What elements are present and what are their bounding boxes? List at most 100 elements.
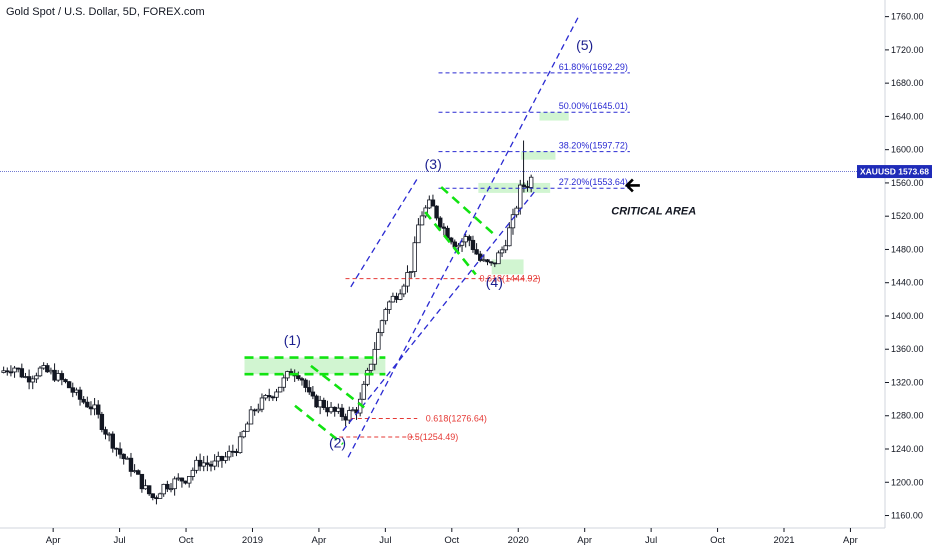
time-tick-label: 2021 [773, 535, 794, 546]
candle-body [85, 401, 90, 408]
candle-body [270, 396, 276, 399]
candle-body [172, 478, 177, 490]
candle-body [168, 488, 174, 491]
candle-body [474, 249, 479, 255]
fib-level-label: 0.5(1254.49) [407, 432, 458, 442]
candle-body [45, 365, 50, 373]
time-axis[interactable]: Apr Jul Oct 2019 Apr Jul Oct 2020 Apr Jul Oct 2021 A… [0, 527, 885, 546]
current-price-symbol: XAUUSD [860, 167, 896, 177]
green-dashed-line [440, 186, 498, 238]
candle-body [317, 399, 323, 408]
candle-body [248, 409, 254, 425]
candle-body [110, 433, 115, 449]
candle-body [263, 395, 268, 399]
time-tick-label: Oct [179, 535, 194, 546]
fib-level-label: 0.618(1276.64) [426, 414, 487, 424]
candle-body [66, 381, 72, 389]
fib-level-label: 38.20%(1597.72) [559, 141, 628, 151]
wave-label: (2) [329, 434, 346, 450]
candle-body [15, 367, 21, 370]
candle-body [299, 378, 305, 381]
candle-body [77, 389, 83, 400]
fib-level-label: 50.00%(1645.01) [559, 101, 628, 111]
candle-body [408, 271, 414, 273]
price-tick-label: 1240.00 [891, 444, 924, 454]
fib-level-label: 61.80%(1692.29) [559, 62, 628, 72]
price-tick-label: 1440.00 [891, 278, 924, 288]
current-price-value: 1573.68 [898, 167, 929, 177]
time-tick-label: 2020 [508, 535, 529, 546]
candle-body [208, 464, 214, 467]
drawn-lines [0, 14, 885, 458]
candle-body [405, 272, 410, 287]
candle-body [194, 459, 199, 471]
green-zone [520, 151, 556, 160]
candle-body [397, 293, 403, 300]
candle-body [176, 477, 181, 480]
candle-body [70, 387, 75, 393]
candle-body [434, 205, 439, 219]
wave-label: (3) [425, 156, 442, 172]
candle-body [179, 477, 185, 482]
candle-body [143, 485, 148, 490]
time-tick-label: Jul [379, 535, 391, 546]
price-tick-label: 1560.00 [891, 178, 924, 188]
price-axis[interactable]: 1160.00 1200.00 1240.00 1280.00 1320.00 1360.… [857, 0, 932, 550]
candle-body [368, 363, 374, 371]
candle-body [234, 451, 239, 454]
green-zone [478, 182, 551, 193]
candle-body [347, 410, 352, 421]
candle-body [525, 186, 530, 188]
candle-body [216, 455, 221, 462]
candle-body [190, 469, 196, 477]
candle-body [503, 245, 508, 251]
price-tick-label: 1760.00 [891, 12, 924, 22]
candle-body [456, 244, 461, 248]
candle-body [427, 199, 432, 209]
green-dashed-line [424, 211, 477, 276]
candle-body [157, 493, 163, 499]
candle-body [183, 480, 188, 484]
candle-body [314, 395, 319, 408]
green-zones [244, 112, 569, 375]
arrow-left-icon [625, 178, 640, 193]
candle-body [419, 215, 425, 226]
candle-body [103, 429, 108, 435]
time-tick-label: Oct [444, 535, 459, 546]
candle-body [390, 295, 396, 303]
candle-body [128, 457, 134, 472]
candle-body [507, 227, 512, 247]
candle-body [197, 459, 203, 467]
candle-body [30, 378, 35, 383]
channel-line [347, 14, 580, 458]
candle-body [256, 408, 261, 412]
candle-body [74, 389, 79, 393]
candle-body [5, 370, 10, 373]
wave-label: (5) [576, 37, 593, 53]
candle-body [328, 406, 334, 413]
candle-body [510, 214, 516, 229]
candle-body [205, 462, 210, 465]
fib-level-label: 27.20%(1553.64) [559, 177, 628, 187]
candle-body [394, 295, 399, 300]
critical-area-label: CRITICAL AREA [611, 206, 696, 218]
price-tick-label: 1400.00 [891, 311, 924, 321]
candle-body [252, 409, 257, 412]
candle-body [227, 450, 232, 458]
candle-body [438, 217, 443, 228]
candle-body [165, 483, 170, 490]
candle-body [365, 369, 370, 385]
candle-body [401, 285, 407, 295]
candle-body [321, 399, 326, 409]
candle-body [485, 259, 490, 263]
candle-body [496, 252, 501, 265]
time-tick-label: Jul [114, 535, 126, 546]
wave-label: (1) [284, 332, 301, 348]
time-tick-label: Apr [312, 535, 327, 546]
candle-body [154, 497, 159, 500]
candle-body [12, 367, 17, 373]
candle-body [281, 377, 286, 388]
candle-body [467, 236, 472, 241]
candle-body [146, 485, 152, 495]
